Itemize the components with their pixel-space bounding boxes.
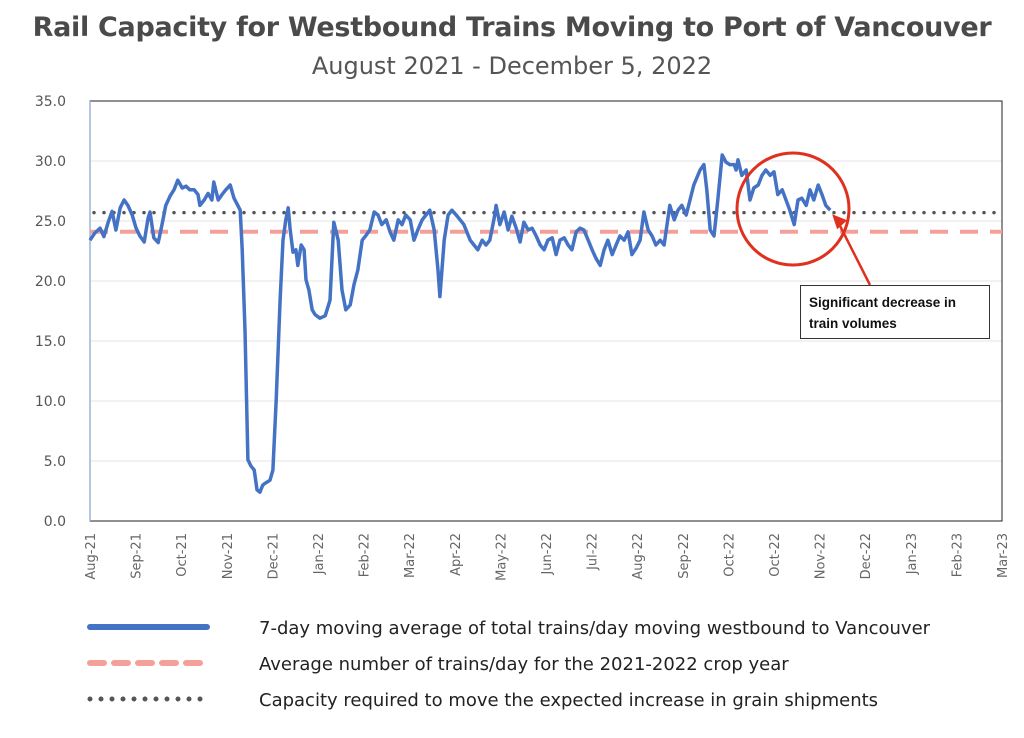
annotation-arrow <box>837 221 872 286</box>
x-tick-label: Oct-22 <box>722 533 737 577</box>
x-tick-label: Oct-21 <box>175 533 190 577</box>
x-tick-label: May-22 <box>494 533 509 581</box>
legend-label: Average number of trains/day for the 202… <box>259 654 789 675</box>
x-tick-label: Nov-22 <box>814 533 829 579</box>
x-tick-label: Mar-23 <box>996 533 1011 578</box>
x-tick-label: Jun-22 <box>540 533 555 576</box>
x-tick-label: Jan-22 <box>312 533 327 575</box>
y-tick-label: 20.0 <box>35 274 66 290</box>
x-tick-label: Oct-22 <box>768 533 783 577</box>
x-tick-label: Dec-22 <box>859 533 874 579</box>
x-tick-label: Apr-22 <box>449 533 464 576</box>
chart-title: Rail Capacity for Westbound Trains Movin… <box>32 12 992 43</box>
x-tick-label: Mar-22 <box>403 533 418 578</box>
x-tick-label: Feb-22 <box>358 533 373 577</box>
moving-average-line <box>88 153 832 494</box>
x-tick-label: Jan-23 <box>905 533 920 575</box>
annotation-box: Significant decrease in train volumes <box>800 285 990 339</box>
x-tick-label: Dec-21 <box>266 533 281 579</box>
highlight-circle <box>735 151 851 267</box>
x-tick-label: Feb-23 <box>950 533 965 577</box>
y-tick-label: 10.0 <box>35 394 66 410</box>
x-tick-label: Jul-22 <box>586 533 601 571</box>
annotation-line1: Significant decrease in <box>809 295 957 310</box>
y-tick-label: 30.0 <box>35 154 66 170</box>
annotation-line2: train volumes <box>809 316 897 331</box>
x-tick-label: Aug-21 <box>84 533 99 580</box>
x-tick-label: Aug-22 <box>631 533 646 580</box>
y-tick-label: 25.0 <box>35 214 66 230</box>
x-tick-label: Sep-22 <box>677 533 692 579</box>
x-tick-label: Sep-21 <box>130 533 145 579</box>
y-tick-label: 0.0 <box>44 514 66 530</box>
y-tick-label: 15.0 <box>35 334 66 350</box>
legend-label: Capacity required to move the expected i… <box>259 690 878 711</box>
arrowhead-icon <box>832 214 848 230</box>
y-tick-label: 5.0 <box>44 454 66 470</box>
y-tick-label: 35.0 <box>35 94 66 110</box>
legend-label: 7-day moving average of total trains/day… <box>259 618 931 639</box>
chart-subtitle: August 2021 - December 5, 2022 <box>311 52 713 80</box>
x-tick-label: Nov-21 <box>221 533 236 579</box>
